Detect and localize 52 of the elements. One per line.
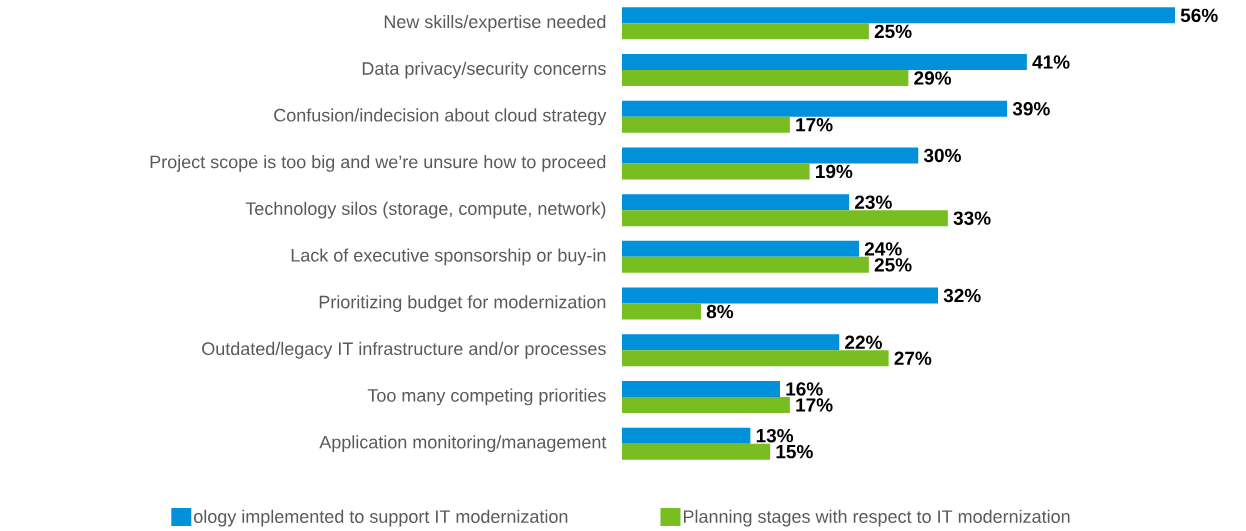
data-label: 41%: [1032, 55, 1070, 69]
data-label: 22%: [845, 335, 882, 349]
y-tick-label: New skills/expertise needed: [384, 14, 606, 32]
data-label: 25%: [874, 24, 912, 39]
bar: [622, 396, 790, 413]
data-label: 17%: [796, 118, 833, 132]
bar: [622, 256, 869, 273]
y-tick-label: Outdated/legacy IT infrastructure and/or processes: [202, 341, 606, 359]
bar: [622, 23, 869, 40]
data-label: 23%: [854, 195, 892, 209]
data-label: 30%: [923, 148, 961, 163]
bar: [622, 100, 1008, 117]
bar: [622, 54, 1027, 71]
data-label: 24%: [864, 242, 902, 256]
data-label: 27%: [894, 351, 932, 365]
data-label: 25%: [874, 258, 912, 272]
data-label: 13%: [756, 428, 794, 443]
bar: [622, 210, 948, 227]
bar: [622, 7, 1175, 24]
bar: [622, 287, 938, 304]
bar: [622, 194, 850, 211]
data-label: 39%: [1012, 102, 1050, 116]
y-tick-label: Project scope is too big and we’re unsure how to proceed: [150, 155, 606, 172]
bar: [622, 240, 859, 257]
data-label: 19%: [816, 164, 853, 179]
data-label: 16%: [786, 382, 823, 396]
y-tick-label: Data privacy/security concerns: [362, 61, 606, 79]
y-tick-label: Prioritizing budget for modernization: [319, 295, 606, 312]
data-label: 8%: [706, 304, 734, 319]
bar: [622, 350, 889, 367]
data-label: 29%: [914, 71, 952, 85]
bar: [622, 334, 840, 351]
bar: [622, 70, 909, 87]
data-label: 17%: [796, 398, 833, 412]
bar: [622, 443, 771, 460]
legend-label: ology implemented to support IT modernization: [194, 509, 568, 527]
bar: [622, 427, 751, 444]
data-label: 32%: [943, 288, 981, 303]
data-label: 15%: [776, 444, 813, 459]
bar: [622, 163, 810, 180]
y-tick-label: Application monitoring/management: [319, 435, 607, 453]
y-tick-label: Too many competing priorities: [367, 388, 606, 406]
data-label: 33%: [953, 211, 991, 225]
y-tick-label: Confusion/indecision about cloud strategy: [274, 108, 607, 126]
bar: [622, 380, 780, 397]
data-label: 56%: [1180, 8, 1218, 23]
y-tick-label: Technology silos (storage, compute, network): [245, 201, 606, 219]
legend-label: Planning stages with respect to IT modernization: [683, 509, 1070, 527]
bar: [622, 116, 790, 133]
bar: [622, 147, 919, 164]
y-tick-label: Lack of executive sponsorship or buy-in: [291, 248, 606, 266]
bar: [622, 303, 701, 320]
